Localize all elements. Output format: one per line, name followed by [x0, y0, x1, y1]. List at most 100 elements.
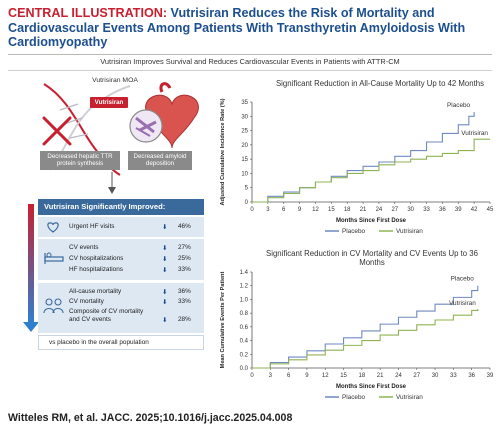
improved-label: CV events — [69, 244, 99, 251]
chart-1-title: Significant Reduction in All-Cause Morta… — [275, 79, 485, 88]
citation: Witteles RM, et al. JACC. 2025;10.1016/j… — [8, 412, 293, 424]
amyloid-fibril-icon — [129, 109, 163, 143]
improved-label: HF hospitalizations — [69, 266, 123, 273]
heart-outline-icon — [47, 222, 59, 233]
chart-1: 0 3 6 9 12 15 18 21 24 27 30 33 36 39 42 45051015202530… — [220, 98, 494, 235]
people-icon — [43, 298, 64, 314]
x-tick-label: 21 — [360, 207, 367, 213]
legend-label: Vutrisiran — [396, 228, 423, 235]
x-tick-label: 45 — [487, 207, 494, 213]
title-lead: CENTRAL ILLUSTRATION: — [8, 6, 168, 20]
trend-arrow — [23, 204, 39, 332]
improved-label: CV mortality — [69, 298, 104, 305]
y-tick-label: 30 — [241, 114, 248, 120]
x-tick-label: 6 — [287, 373, 291, 379]
x-tick-label: 12 — [312, 207, 319, 213]
improved-pct: 36% — [178, 288, 191, 295]
figure-title: CENTRAL ILLUSTRATION: Vutrisiran Reduces… — [8, 6, 492, 50]
y-tick-label: 1.4 — [240, 270, 249, 276]
x-tick-label: 18 — [344, 207, 351, 213]
moa-left-caption: Decreased hepatic TTR protein synthesis — [40, 151, 120, 170]
y-tick-label: 35 — [241, 100, 248, 106]
y-tick-label: 0.6 — [240, 325, 249, 331]
y-tick-label: 20 — [241, 143, 248, 149]
y-tick-label: 0.8 — [240, 311, 249, 317]
x-tick-label: 24 — [395, 373, 402, 379]
x-tick-label: 27 — [391, 207, 398, 213]
x-tick-label: 9 — [298, 207, 302, 213]
subtitle-divider — [8, 70, 492, 71]
y-tick-label: 15 — [241, 157, 248, 163]
series-line-placebo — [252, 285, 479, 369]
block-x-icon — [42, 116, 72, 146]
improved-pct: 25% — [178, 255, 191, 262]
x-tick-label: 15 — [340, 373, 347, 379]
x-tick-label: 12 — [322, 373, 329, 379]
moa-title: Vutrisiran MOA — [92, 77, 138, 84]
x-tick-label: 15 — [328, 207, 335, 213]
improved-label: Composite of CV mortality and CV events — [69, 308, 144, 323]
x-tick-label: 27 — [413, 373, 420, 379]
legend-label: Placebo — [342, 228, 366, 235]
improved-footer: vs placebo in the overall population — [38, 335, 204, 350]
y-tick-label: 1.0 — [240, 297, 249, 303]
down-arrow-icon: ⬇ — [162, 299, 168, 306]
x-tick-label: 30 — [407, 207, 414, 213]
y-tick-label: 0.2 — [240, 352, 249, 358]
improved-pct: 33% — [178, 298, 191, 305]
x-tick-label: 9 — [305, 373, 309, 379]
y-axis-label: Adjusted Cumulative Incidence Rate (%) — [220, 98, 226, 205]
series-annotation: Vutrisiran — [461, 130, 488, 137]
x-tick-label: 0 — [250, 373, 254, 379]
series-annotation: Placebo — [447, 102, 471, 109]
down-arrow-icon: ⬇ — [162, 267, 168, 274]
title-text: Vutrisiran Reduces the Risk of Mortality… — [8, 6, 466, 49]
series-line-placebo — [252, 112, 475, 203]
improved-pct: 33% — [178, 266, 191, 273]
series-line-vutrisiran — [252, 309, 479, 369]
x-tick-label: 39 — [487, 373, 494, 379]
x-tick-label: 42 — [471, 207, 478, 213]
y-tick-label: 0.0 — [240, 366, 249, 372]
down-arrow-icon: ⬇ — [162, 245, 168, 252]
down-arrow-icon: ⬇ — [162, 256, 168, 263]
hospital-bed-icon — [44, 252, 64, 264]
x-axis-label: Months Since First Dose — [336, 384, 407, 390]
legend-label: Placebo — [342, 394, 366, 401]
flow-arrow — [108, 172, 116, 194]
x-tick-label: 24 — [376, 207, 383, 213]
x-tick-label: 3 — [266, 207, 270, 213]
improved-pct: 27% — [178, 244, 191, 251]
down-arrow-icon: ⬇ — [162, 317, 168, 324]
improved-label: Urgent HF visits — [69, 223, 115, 230]
improved-pct: 46% — [178, 223, 191, 230]
x-tick-label: 6 — [282, 207, 286, 213]
x-tick-label: 33 — [450, 373, 457, 379]
improved-label: CV hospitalizations — [69, 255, 124, 262]
improved-header: Vutrisiran Significantly Improved: — [38, 199, 204, 215]
y-tick-label: 5 — [245, 186, 249, 192]
vutrisiran-badge: Vutrisiran — [90, 97, 128, 108]
chart-2: 0 3 6 9 12 15 18 21 24 27 30 33 36 390.00.20.40.60.81… — [220, 270, 494, 401]
x-tick-label: 18 — [359, 373, 366, 379]
x-axis-label: Months Since First Dose — [336, 218, 407, 224]
y-tick-label: 1.2 — [240, 284, 249, 290]
x-tick-label: 21 — [377, 373, 384, 379]
series-line-vutrisiran — [252, 138, 490, 203]
x-tick-label: 36 — [439, 207, 446, 213]
x-tick-label: 30 — [432, 373, 439, 379]
series-annotation: Vutrisiran — [449, 300, 476, 307]
x-tick-label: 36 — [468, 373, 475, 379]
y-tick-label: 0.4 — [240, 339, 249, 345]
x-tick-label: 39 — [455, 207, 462, 213]
y-axis-label: Mean Cumulative Events Per Patient — [220, 272, 226, 369]
down-arrow-icon: ⬇ — [162, 289, 168, 296]
improved-pct: 28% — [178, 316, 191, 323]
heart-icon — [145, 82, 199, 149]
header: CENTRAL ILLUSTRATION: Vutrisiran Reduces… — [0, 0, 500, 52]
x-tick-label: 33 — [423, 207, 430, 213]
improved-label: All-cause mortality — [69, 288, 122, 295]
y-tick-label: 10 — [241, 171, 248, 177]
legend-label: Vutrisiran — [396, 394, 423, 401]
